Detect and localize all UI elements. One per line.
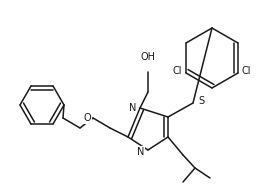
Text: N: N <box>137 147 144 157</box>
Text: S: S <box>198 96 204 106</box>
Text: N: N <box>129 103 136 113</box>
Text: OH: OH <box>141 52 156 62</box>
Text: O: O <box>83 113 91 123</box>
Text: Cl: Cl <box>173 66 182 76</box>
Text: Cl: Cl <box>242 66 252 76</box>
